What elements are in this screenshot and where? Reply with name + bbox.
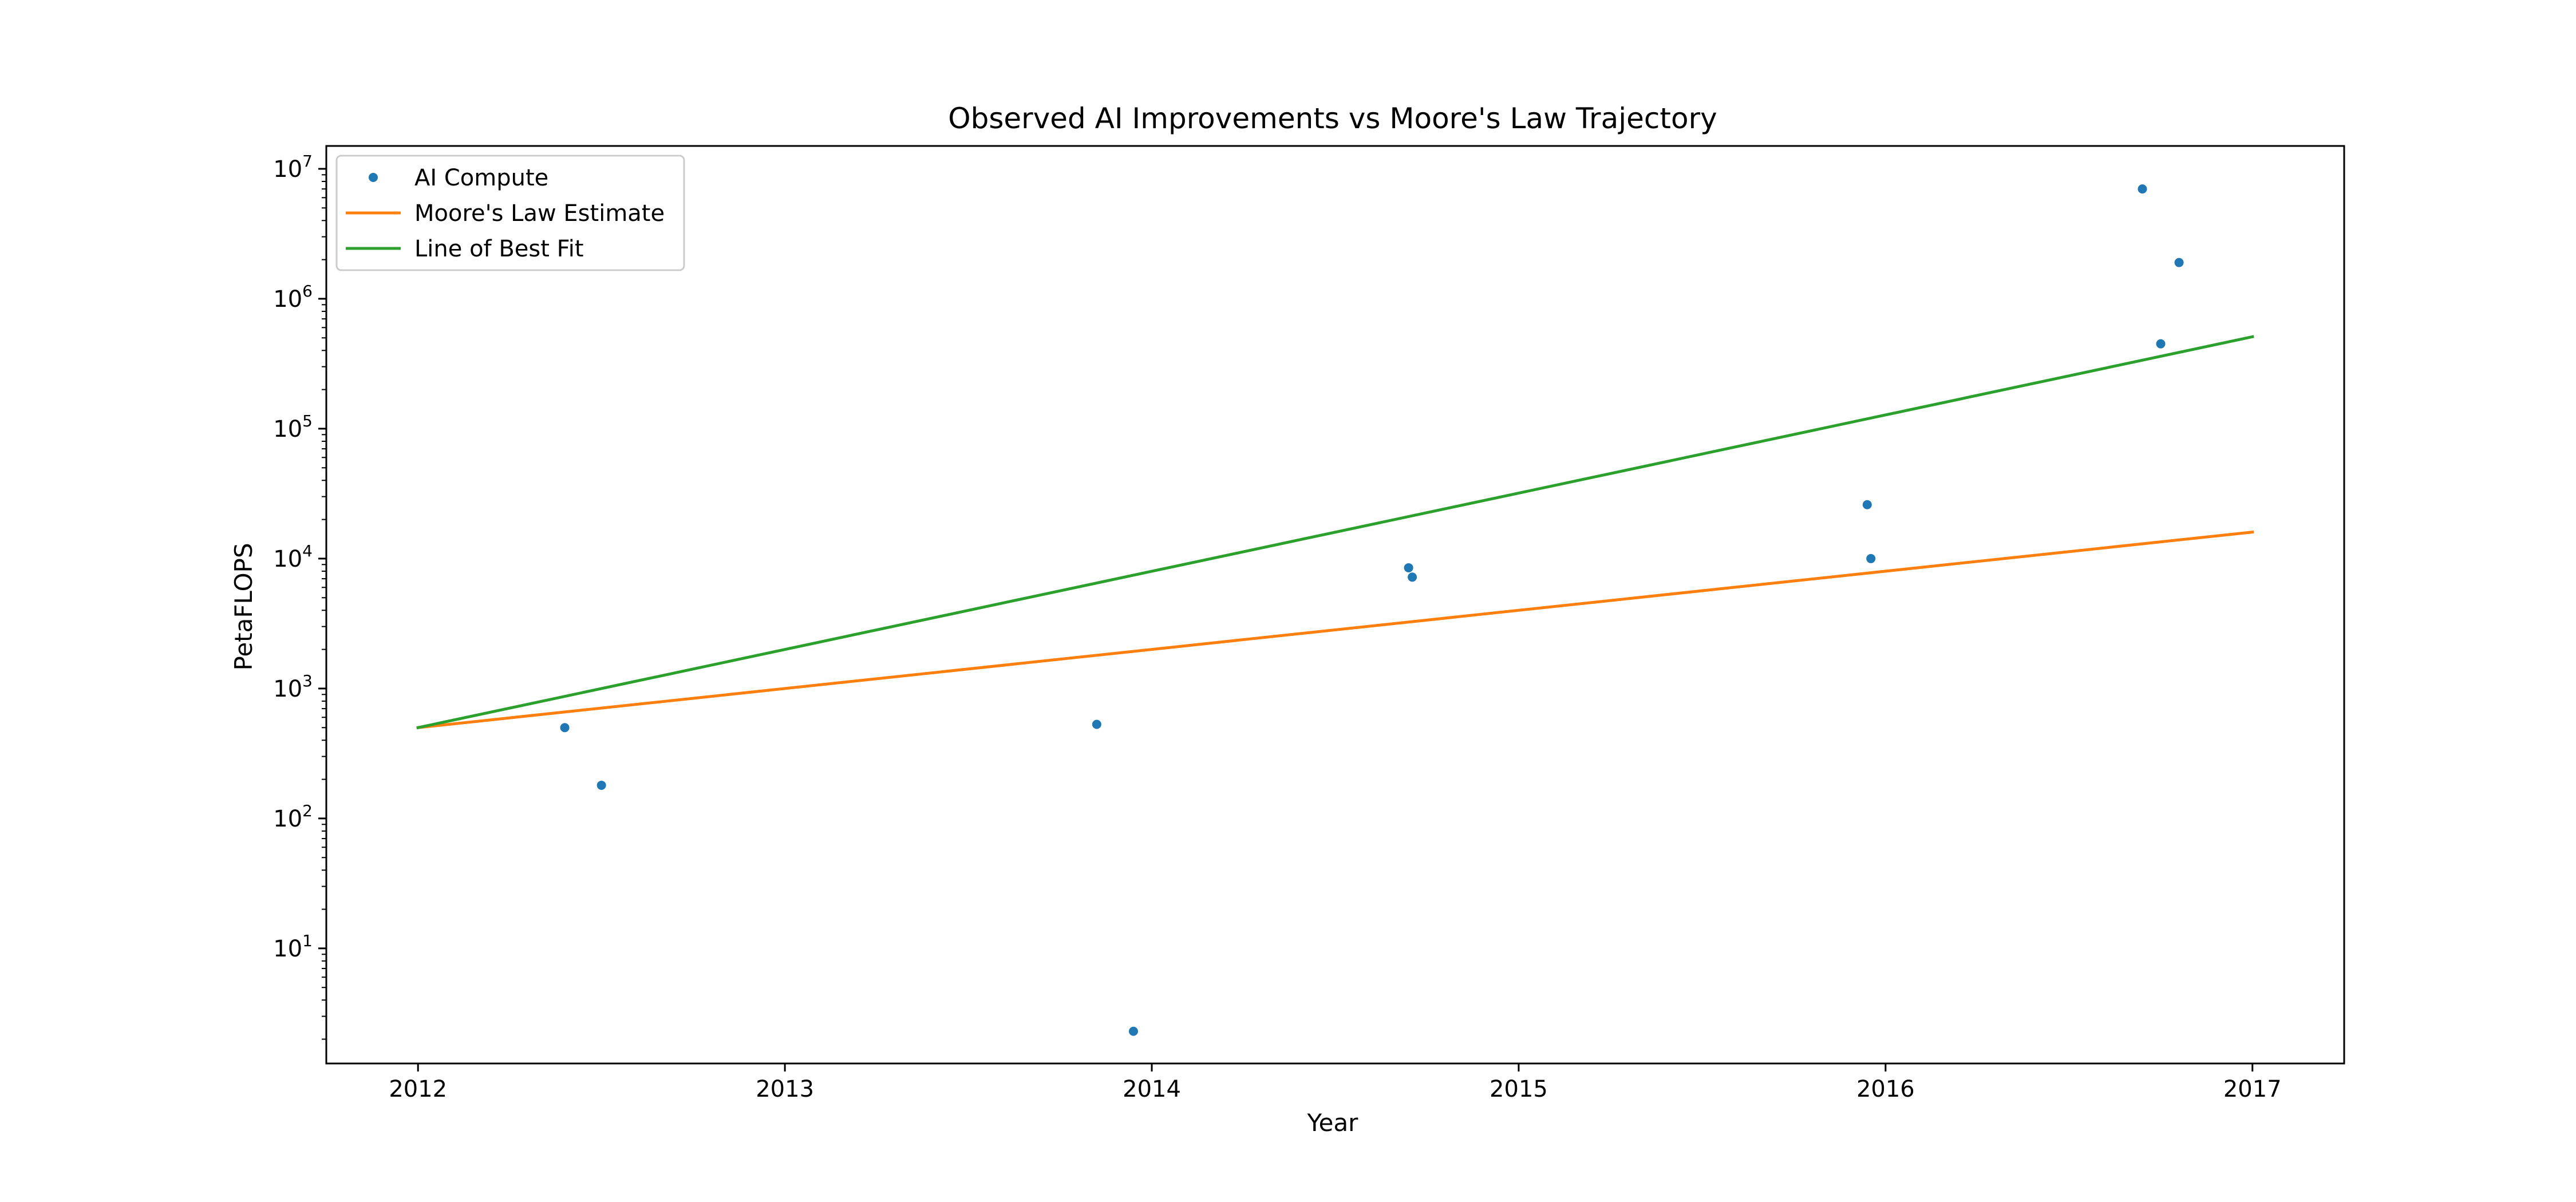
data-point (1866, 553, 1876, 563)
x-tick-label: 2016 (1856, 1076, 1915, 1102)
x-tick-label: 2014 (1123, 1076, 1181, 1102)
data-point (1408, 572, 1417, 582)
plot-area (325, 145, 2345, 1065)
x-tick-label: 2015 (1490, 1076, 1548, 1102)
legend-swatch (369, 173, 378, 182)
y-tick-label: 102 (273, 801, 313, 832)
data-point (1129, 1026, 1138, 1036)
chart-title: Observed AI Improvements vs Moore's Law … (948, 102, 1717, 135)
data-point (560, 723, 570, 733)
x-tick-label: 2017 (2223, 1076, 2282, 1102)
y-tick-label: 105 (273, 412, 313, 442)
x-axis: 2012 2013 2014 2015 2016 2017 (389, 1063, 2282, 1102)
legend-label: Moore's Law Estimate (414, 200, 665, 227)
y-tick-label: 107 (273, 152, 313, 183)
series-line-2 (416, 335, 2254, 730)
x-axis-label: Year (1307, 1109, 1359, 1137)
plot-frame (325, 145, 2345, 1065)
series-layer (416, 184, 2254, 1036)
x-tick-label: 2012 (389, 1076, 447, 1102)
data-point (2156, 339, 2166, 349)
y-tick-label: 104 (273, 541, 313, 572)
legend-box (335, 155, 685, 271)
data-point (1092, 719, 1101, 729)
legend-label: Line of Best Fit (414, 236, 584, 262)
x-tick-label: 2013 (756, 1076, 814, 1102)
data-point (2138, 184, 2147, 194)
data-point (596, 780, 606, 790)
series-line-1 (416, 530, 2254, 729)
y-tick-label: 103 (273, 671, 313, 702)
legend-label: AI Compute (414, 165, 548, 191)
data-point (1862, 500, 1872, 509)
data-point (1404, 563, 1413, 572)
y-tick-label: 101 (273, 931, 313, 962)
y-tick-label: 106 (273, 282, 313, 313)
y-axis: 101 102 103 104 105 106 107 (273, 152, 326, 1040)
legend: AI Compute Moore's Law Estimate Line of Be… (335, 155, 685, 271)
y-axis-label: PetaFLOPS (230, 543, 258, 671)
data-point (2174, 258, 2184, 267)
